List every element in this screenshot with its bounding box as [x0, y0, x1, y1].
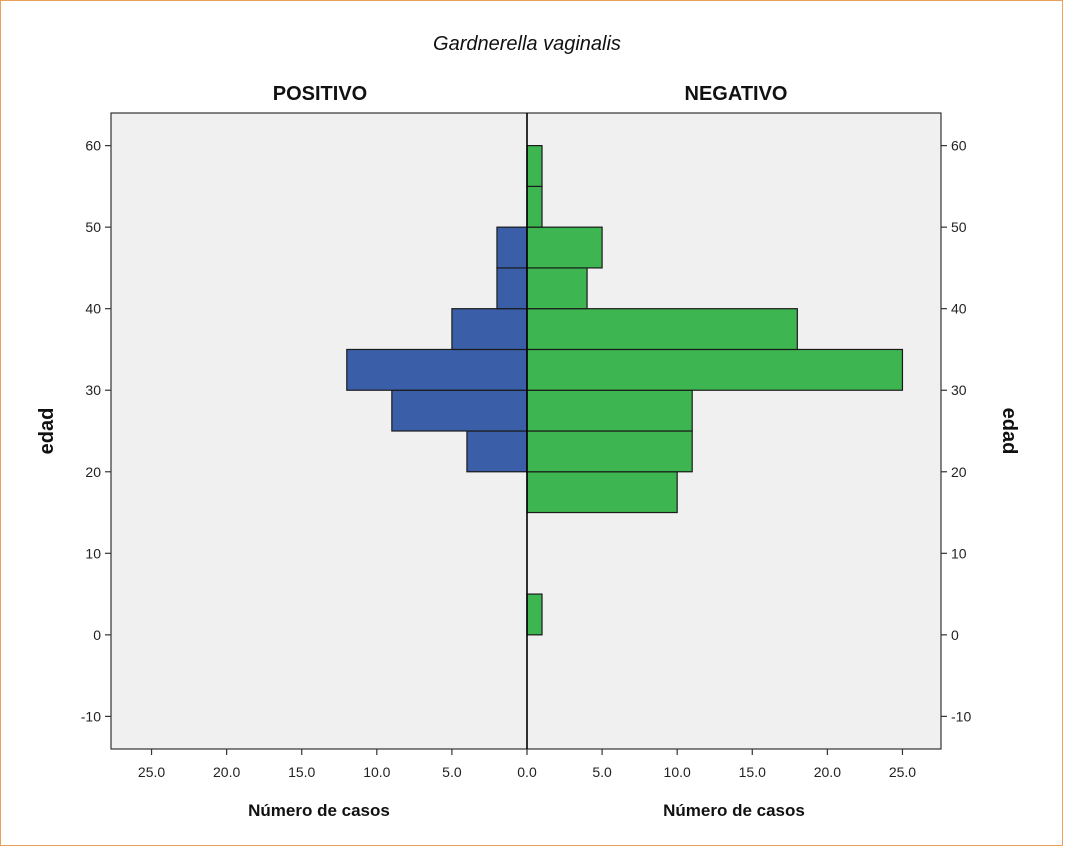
- bar-negativo-50-55: [526, 185, 543, 228]
- x-tick-label-zero: 0.0: [517, 764, 537, 780]
- left-x-axis-title: Número de casos: [248, 801, 390, 820]
- bar-negativo-25-30: [526, 389, 693, 432]
- left-y-tick-label: 0: [93, 627, 101, 643]
- right-panel-title: NEGATIVO: [685, 83, 788, 105]
- bar-negativo-55-60: [526, 145, 543, 187]
- bar-negativo-45-50: [526, 226, 603, 269]
- bar-positivo-45-50: [496, 226, 528, 269]
- right-x-axis-title: Número de casos: [663, 801, 805, 820]
- bar-positivo-35-40: [451, 308, 528, 351]
- right-x-tick-label: 20.0: [814, 764, 841, 780]
- bar-positivo-40-45: [496, 267, 528, 310]
- bar-negativo-30-35: [526, 348, 904, 391]
- left-y-tick-label: 30: [85, 382, 101, 398]
- left-y-tick-label: 10: [85, 545, 101, 561]
- right-y-axis-title: edad: [998, 408, 1020, 455]
- right-x-tick-label: 15.0: [739, 764, 766, 780]
- bar-positivo-30-35: [346, 348, 528, 391]
- right-y-tick-label: 40: [951, 301, 967, 317]
- bar-negativo-40-45: [526, 267, 588, 310]
- right-y-tick-label: -10: [951, 708, 971, 724]
- right-y-tick-label: 0: [951, 627, 959, 643]
- bar-negativo-0-5: [526, 593, 543, 636]
- left-y-axis-title: edad: [36, 408, 58, 455]
- left-y-tick-label: 60: [85, 138, 101, 154]
- left-y-tick-label: 50: [85, 219, 101, 235]
- left-x-tick-label: 20.0: [213, 764, 240, 780]
- right-x-tick-label: 10.0: [664, 764, 691, 780]
- left-y-tick-label: 20: [85, 464, 101, 480]
- bar-negativo-35-40: [526, 308, 798, 351]
- right-y-tick-label: 30: [951, 382, 967, 398]
- left-y-tick-label: 40: [85, 301, 101, 317]
- left-x-tick-label: 5.0: [442, 764, 462, 780]
- bar-positivo-25-30: [391, 389, 528, 432]
- right-x-tick-label: 5.0: [592, 764, 612, 780]
- left-x-tick-label: 25.0: [138, 764, 165, 780]
- bar-negativo-20-25: [526, 430, 693, 473]
- bar-positivo-20-25: [466, 430, 528, 473]
- left-panel-title: POSITIVO: [273, 83, 367, 105]
- right-y-tick-label: 10: [951, 545, 967, 561]
- right-y-tick-label: 50: [951, 219, 967, 235]
- left-y-tick-label: -10: [81, 708, 101, 724]
- left-x-tick-label: 10.0: [363, 764, 390, 780]
- right-y-tick-label: 60: [951, 138, 967, 154]
- left-x-tick-label: 15.0: [288, 764, 315, 780]
- bar-negativo-15-20: [526, 471, 678, 514]
- right-y-tick-label: 20: [951, 464, 967, 480]
- chart-title: Gardnerella vaginalis: [433, 33, 621, 55]
- right-x-tick-label: 25.0: [889, 764, 916, 780]
